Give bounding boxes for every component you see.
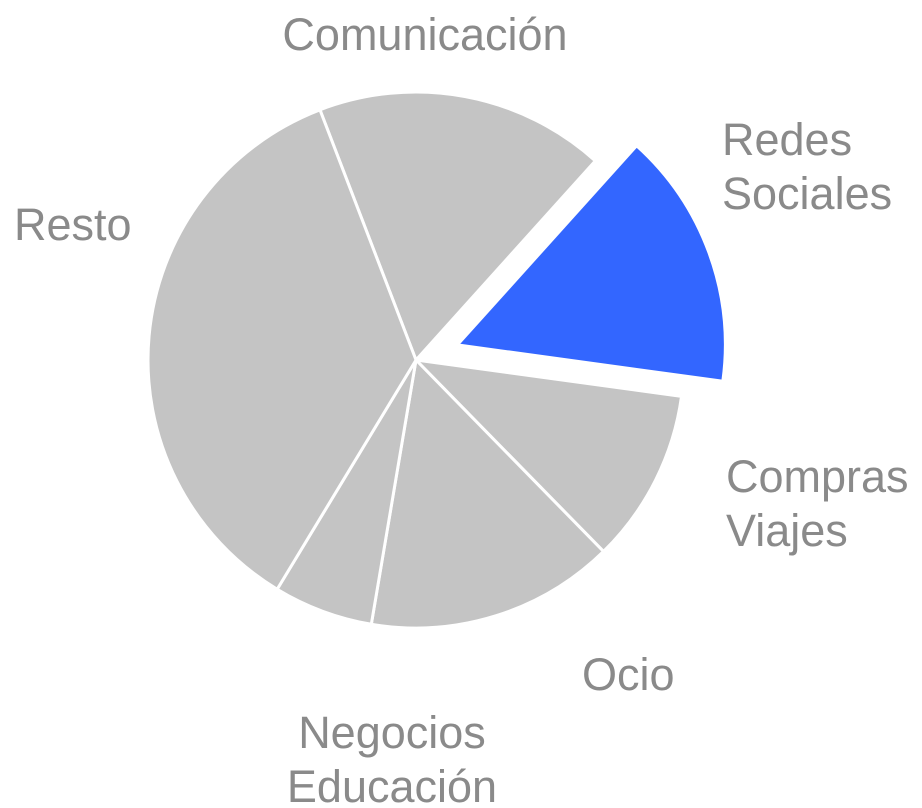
slice-label-redes-sociales: Redes Sociales	[722, 114, 892, 219]
slice-label-line: Redes	[722, 114, 852, 165]
slice-label-resto: Resto	[14, 199, 132, 250]
pie-slice-comunicacion	[318, 90, 597, 362]
slice-label-line: Resto	[14, 199, 132, 250]
pie-slice-compras-viajes	[414, 358, 684, 553]
slice-label-ocio: Ocio	[582, 649, 675, 700]
slice-label-line: Viajes	[726, 505, 848, 556]
slice-label-line: Educación	[287, 761, 497, 808]
pie-slices	[146, 90, 727, 630]
slice-label-line: Sociales	[722, 168, 892, 219]
slice-label-line: Comunicación	[282, 9, 567, 60]
slice-label-line: Ocio	[582, 649, 675, 700]
pie-labels: Comunicación Redes Sociales Compras Viajes Oc…	[14, 9, 909, 808]
slice-label-line: Negocios	[298, 707, 486, 758]
pie-slice-ocio	[369, 358, 606, 630]
slice-label-line: Compras	[726, 451, 909, 502]
slice-label-comunicacion: Comunicación	[282, 9, 567, 60]
pie-slice-resto	[146, 108, 418, 591]
pie-slice-redes-sociales	[455, 144, 727, 383]
slice-label-compras-viajes: Compras Viajes	[726, 451, 909, 556]
slice-label-negocios-educacion: Negocios Educación	[287, 707, 497, 808]
